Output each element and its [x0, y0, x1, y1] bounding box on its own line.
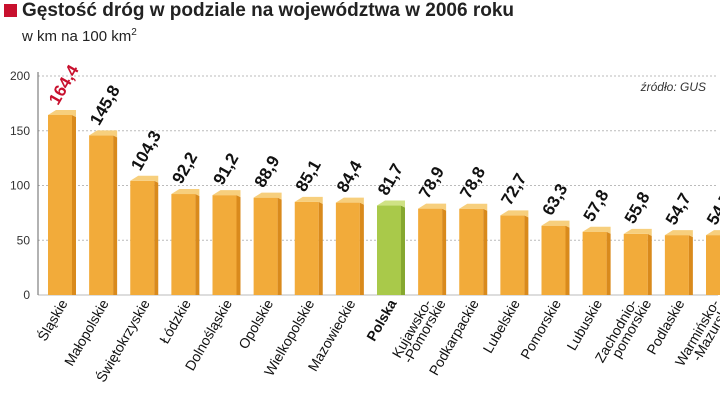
- data-label: 84,4: [333, 157, 366, 196]
- bar: [541, 225, 566, 295]
- bar-top: [582, 226, 611, 234]
- bar: [500, 215, 525, 295]
- bar-side: [277, 197, 282, 295]
- y-tick-label: 150: [10, 124, 30, 138]
- bar: [171, 194, 196, 295]
- data-label: 54,7: [703, 190, 720, 228]
- data-label: 145,8: [86, 82, 124, 128]
- bar-side: [113, 135, 118, 295]
- data-label: 164,4: [45, 61, 83, 108]
- data-label: 55,8: [621, 189, 654, 227]
- bar-top: [89, 130, 118, 138]
- data-label: 78,9: [415, 163, 448, 201]
- y-tick-label: 100: [10, 179, 30, 193]
- data-label: 63,3: [539, 181, 572, 219]
- data-label: 91,2: [210, 150, 243, 188]
- bar-side: [236, 195, 241, 295]
- bar-side: [359, 202, 364, 295]
- bar-top: [171, 189, 200, 197]
- category-label: Opolskie: [235, 296, 276, 351]
- data-label: 85,1: [292, 157, 325, 195]
- bar: [212, 195, 237, 295]
- bar-top: [130, 175, 159, 183]
- bar-side: [565, 225, 570, 295]
- y-tick-label: 50: [17, 233, 31, 247]
- bar-side: [483, 208, 488, 295]
- bar-side: [72, 114, 76, 296]
- bar-side: [524, 215, 529, 295]
- bar-side: [401, 205, 405, 295]
- bar: [377, 205, 401, 295]
- bar-top: [500, 210, 529, 218]
- bar-top: [664, 230, 693, 238]
- data-label: 54,7: [662, 190, 695, 228]
- bar: [335, 202, 360, 295]
- chart-title: Gęstość dróg w podziale na województwa w…: [22, 0, 514, 21]
- bar-top: [294, 196, 323, 204]
- data-label: 78,8: [456, 164, 489, 202]
- category-label: Łódzkie: [156, 296, 194, 346]
- bar: [253, 197, 278, 295]
- data-label: 81,7: [374, 160, 407, 198]
- category-label: Śląskie: [33, 296, 70, 344]
- bar-top: [377, 200, 405, 208]
- bar-top: [541, 220, 570, 228]
- title-marker: [4, 4, 17, 17]
- bar: [294, 201, 319, 295]
- subtitle-superscript: 2: [131, 27, 137, 38]
- bar-top: [48, 109, 76, 117]
- bar: [706, 235, 720, 295]
- data-label: 57,8: [580, 187, 613, 225]
- data-label: 104,3: [127, 127, 165, 173]
- bar-top: [459, 203, 488, 211]
- category-label: Pomorskie: [517, 296, 564, 361]
- bar-side: [647, 233, 652, 295]
- y-tick-label: 0: [23, 288, 30, 302]
- category-label: Polska: [363, 296, 400, 343]
- bar: [623, 233, 648, 295]
- category-label: Lubelskie: [480, 296, 524, 355]
- bar: [459, 208, 484, 295]
- bar-side: [154, 180, 159, 295]
- y-tick-label: 200: [10, 69, 30, 83]
- chart-subtitle: w km na 100 km2: [22, 27, 137, 45]
- bar-side: [195, 194, 200, 295]
- subtitle-text: w km na 100 km: [22, 28, 132, 45]
- bar-side: [606, 231, 611, 295]
- bar-top: [418, 203, 447, 211]
- bar-side: [688, 235, 693, 295]
- bar-top: [706, 230, 720, 236]
- bar-top: [335, 197, 364, 205]
- data-label: 92,2: [168, 149, 201, 187]
- bar: [89, 135, 114, 295]
- source-note: źródło: GUS: [640, 80, 706, 94]
- bar-side: [442, 208, 447, 295]
- bar-top: [212, 190, 241, 198]
- data-label: 72,7: [497, 170, 530, 208]
- data-label: 88,9: [251, 152, 284, 190]
- bar-top: [253, 192, 282, 200]
- bar: [130, 180, 155, 295]
- bar-top: [623, 228, 652, 236]
- bar: [582, 231, 607, 295]
- bar: [664, 235, 689, 295]
- bar-side: [318, 201, 323, 295]
- bar: [48, 114, 72, 296]
- bar: [418, 208, 443, 295]
